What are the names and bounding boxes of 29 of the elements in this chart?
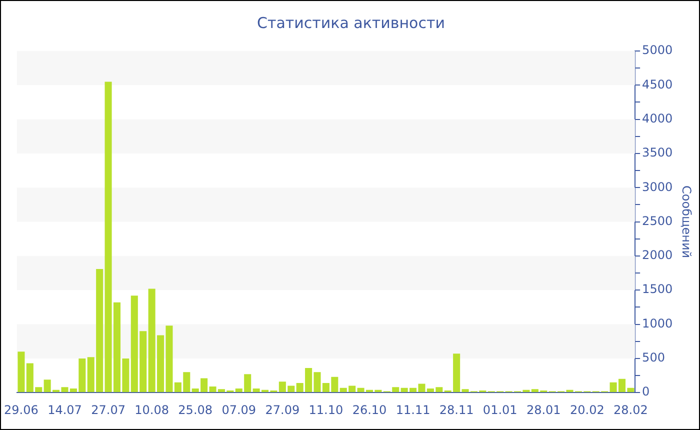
- y-tick-label: 4500: [642, 77, 673, 92]
- x-tick-label: 25.08: [178, 402, 213, 417]
- x-tick-label: 11.11: [396, 402, 430, 417]
- x-tick-label: 10.08: [134, 402, 169, 417]
- x-tick-label: 26.10: [352, 402, 387, 417]
- x-tick-label: 28.02: [614, 402, 648, 417]
- y-tick-label: 0: [642, 384, 650, 399]
- chart-title: Статистика активности: [257, 14, 445, 32]
- x-tick-label: 27.07: [91, 402, 126, 417]
- bar: [18, 352, 25, 392]
- y-tick-label: 2000: [642, 248, 673, 262]
- x-tick-label: 01.01: [482, 402, 518, 417]
- y-tick-label: 1500: [642, 282, 673, 296]
- x-tick-label: 11.10: [308, 402, 344, 417]
- y-tick-label: 3000: [642, 180, 673, 194]
- x-tick-label: 27.09: [265, 402, 300, 417]
- y-tick-label: 2500: [642, 214, 673, 228]
- y-axis-title: Сообщений: [680, 186, 694, 258]
- y-tick-label: 4000: [642, 111, 673, 126]
- x-tick-label: 20.02: [570, 402, 604, 417]
- x-tick-label: 14.07: [48, 402, 82, 417]
- y-tick-label: 500: [642, 350, 665, 365]
- x-tick-label: 28.11: [439, 402, 474, 417]
- x-tick-label: 07.09: [222, 402, 256, 417]
- x-tick-label: 29.06: [4, 402, 38, 417]
- y-tick-label: 3500: [642, 146, 673, 160]
- x-tick-label: 28.01: [526, 402, 561, 417]
- y-tick-label: 1000: [642, 316, 673, 330]
- y-tick-label: 5000: [642, 43, 673, 58]
